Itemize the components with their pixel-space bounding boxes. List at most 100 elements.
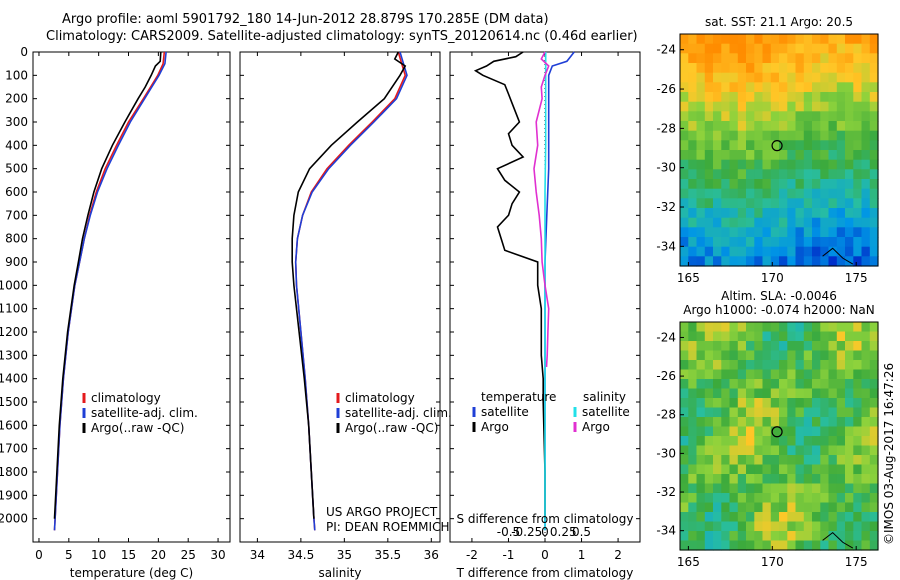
- map-cell: [754, 493, 764, 504]
- map-cell: [680, 208, 689, 219]
- map-cell: [770, 379, 780, 390]
- map-cell: [828, 483, 838, 494]
- map-cell: [762, 464, 772, 475]
- map-cell: [861, 322, 871, 333]
- map-cell: [754, 512, 764, 523]
- map-cell: [869, 92, 879, 103]
- map-cell: [737, 388, 747, 399]
- map-cell: [779, 63, 788, 74]
- map-cell: [754, 34, 764, 45]
- map-cell: [779, 455, 788, 466]
- map-cell: [787, 398, 797, 409]
- map-cell: [853, 82, 863, 93]
- map-cell: [861, 179, 871, 190]
- map-cell: [853, 474, 863, 485]
- map-cell: [828, 436, 838, 447]
- map-y-tick-label: -24: [656, 330, 676, 344]
- map-cell: [704, 237, 714, 248]
- map-cell: [795, 53, 805, 64]
- map-cell: [729, 111, 739, 122]
- map-cell: [820, 34, 830, 45]
- map-cell: [680, 493, 689, 504]
- map-cell: [754, 407, 764, 418]
- map-cell: [754, 72, 764, 83]
- map-cell: [680, 369, 689, 380]
- map-cell: [721, 237, 731, 248]
- map-cell: [795, 169, 805, 180]
- map-cell: [688, 82, 698, 93]
- map-cell: [869, 256, 879, 267]
- map-cell: [696, 512, 706, 523]
- map-cell: [729, 217, 739, 228]
- map-cell: [680, 256, 689, 267]
- map-cell: [803, 379, 813, 390]
- map-cell: [779, 483, 788, 494]
- map-cell: [746, 502, 755, 513]
- map-cell: [704, 53, 714, 64]
- map-cell: [721, 474, 731, 485]
- map-cell: [803, 341, 813, 352]
- map-cell: [737, 101, 747, 112]
- map-cell: [696, 407, 706, 418]
- map-cell: [680, 121, 689, 132]
- map-cell: [696, 101, 706, 112]
- map-x-tick-label: 175: [845, 555, 868, 569]
- map-cell: [828, 398, 838, 409]
- map-cell: [713, 237, 722, 248]
- map-cell: [861, 398, 871, 409]
- map-cell: [836, 474, 846, 485]
- map-y-tick-label: -28: [656, 408, 676, 422]
- map-cell: [861, 246, 871, 257]
- x-tick-label: 25: [181, 548, 196, 562]
- argo-position-marker: [771, 140, 783, 152]
- map-cell: [803, 53, 813, 64]
- map-cell: [729, 445, 739, 456]
- map-cell: [812, 474, 821, 485]
- map-cell: [787, 169, 797, 180]
- map-cell: [680, 43, 689, 54]
- map-cell: [721, 246, 731, 257]
- map-cell: [680, 417, 689, 428]
- map-cell: [770, 540, 780, 551]
- map-cell: [704, 464, 714, 475]
- map-cell: [853, 150, 863, 161]
- map-cell: [828, 43, 838, 54]
- map-cell: [754, 436, 764, 447]
- map-cell: [688, 512, 698, 523]
- map-cell: [713, 360, 722, 371]
- map-cell: [779, 379, 788, 390]
- map-cell: [762, 483, 772, 494]
- map-cell: [713, 82, 722, 93]
- map-cell: [754, 417, 764, 428]
- map-cell: [861, 101, 871, 112]
- map-cell: [737, 521, 747, 532]
- map-cell: [787, 121, 797, 132]
- map-cell: [836, 493, 846, 504]
- map-cell: [861, 169, 871, 180]
- map-cell: [820, 369, 830, 380]
- map-cell: [729, 455, 739, 466]
- map-cell: [779, 34, 788, 45]
- map-cell: [704, 436, 714, 447]
- map-cell: [787, 188, 797, 199]
- map-cell: [729, 169, 739, 180]
- map-cell: [845, 169, 854, 180]
- map-cell: [713, 464, 722, 475]
- map-cell: [836, 388, 846, 399]
- map-cell: [737, 540, 747, 551]
- map-cell: [770, 388, 780, 399]
- map-cell: [787, 322, 797, 333]
- map-cell: [721, 130, 731, 141]
- map-cell: [836, 407, 846, 418]
- map-cell: [869, 502, 879, 513]
- map-cell: [737, 360, 747, 371]
- map-cell: [795, 540, 805, 551]
- map-cell: [762, 150, 772, 161]
- map-cell: [704, 455, 714, 466]
- map-cell: [713, 159, 722, 170]
- map-cell: [729, 360, 739, 371]
- map-cell: [845, 130, 854, 141]
- map-cell: [845, 198, 854, 209]
- map-cell: [696, 540, 706, 551]
